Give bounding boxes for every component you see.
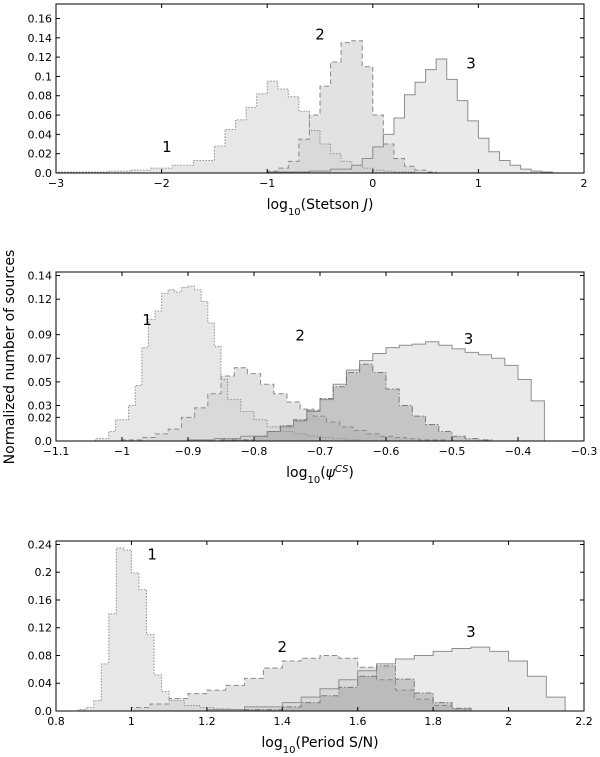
histogram-fill-3 <box>188 341 545 441</box>
panels: 123−3 −2 −1 0 1 20.00.020.040.060.080.10.120.… <box>28 3 598 756</box>
series-label-1: 1 <box>142 311 152 329</box>
x-tick-label: −0.6 <box>373 445 400 458</box>
y-tick-label: 0.08 <box>28 90 53 103</box>
x-tick-label: −0.4 <box>505 445 532 458</box>
x-tick-label: −3 <box>48 177 64 190</box>
x-tick-label: −1.1 <box>43 445 70 458</box>
y-tick-label: 0.04 <box>28 128 53 141</box>
x-tick-label: 2 <box>581 177 588 190</box>
y-tick-label: 0.12 <box>28 622 53 635</box>
panel-3: 1 2 3 0.8 1 1.2 1.4 1.6 1.8 2 2.2 0.0 0.04 0.08 0.12 0.… <box>28 538 593 755</box>
series-label-2: 2 <box>278 638 288 656</box>
histogram-fill-2 <box>131 655 471 711</box>
histogram-fill-1 <box>95 286 360 441</box>
x-axis-label: log10(Stetson J) <box>267 197 374 218</box>
x-tick-label: 0.8 <box>47 715 65 728</box>
y-tick-label: 0.16 <box>28 12 53 25</box>
x-tick-label: 1 <box>475 177 482 190</box>
x-tick-label: −2 <box>153 177 169 190</box>
histogram-outline-dashdot <box>244 665 472 711</box>
x-tick-label: −0.3 <box>571 445 598 458</box>
y-tick-label: 0.16 <box>28 594 53 607</box>
x-tick-label: 2.2 <box>575 715 593 728</box>
x-tick-label: −0.9 <box>175 445 202 458</box>
y-tick-label: 0.09 <box>28 329 53 342</box>
y-tick-label: 0.0 <box>35 167 53 180</box>
series-label-3: 3 <box>466 623 476 641</box>
y-tick-label: 0.02 <box>28 148 53 161</box>
histogram-fill-dashdot <box>221 364 492 441</box>
histogram-outline-3 <box>206 646 566 711</box>
x-tick-label: 1.8 <box>424 715 442 728</box>
histogram-fill-dashdot <box>244 665 471 711</box>
x-tick-label: 1.2 <box>198 715 216 728</box>
y-tick-label: 0.04 <box>28 677 53 690</box>
histogram-outline-1 <box>78 547 261 711</box>
y-tick-label: 0.05 <box>28 376 53 389</box>
x-tick-label: 2 <box>505 715 512 728</box>
y-tick-label: 0.2 <box>35 566 53 579</box>
histogram-outline-2 <box>266 40 447 174</box>
axes-frame <box>55 3 585 174</box>
x-tick-label: 1.4 <box>274 715 292 728</box>
histogram-outline-2 <box>121 367 459 442</box>
y-tick-label: 0.1 <box>35 70 53 83</box>
y-tick-label: 0.02 <box>28 411 53 424</box>
series-label-1: 1 <box>147 546 157 564</box>
y-tick-label: 0.14 <box>28 270 53 283</box>
x-tick-label: −0.8 <box>241 445 268 458</box>
y-tick-label: 0.12 <box>28 51 53 64</box>
series-label-2: 2 <box>295 327 305 345</box>
y-tick-label: 0.07 <box>28 352 53 365</box>
x-tick-label: 1 <box>128 715 135 728</box>
x-tick-label: −1 <box>259 177 275 190</box>
x-tick-label: −0.7 <box>307 445 334 458</box>
y-tick-label: 0.06 <box>28 109 53 122</box>
histogram-outline-3 <box>266 58 553 173</box>
y-tick-label: 0.24 <box>28 538 53 551</box>
y-axis-label: Normalized number of sources <box>2 250 18 465</box>
y-tick-label: 0.03 <box>28 400 53 413</box>
series-label-1: 1 <box>162 138 172 156</box>
y-tick-label: 0.0 <box>35 435 53 448</box>
x-tick-label: 0 <box>369 177 376 190</box>
histogram-fill-3 <box>267 59 553 173</box>
y-tick-label: 0.14 <box>28 32 53 45</box>
x-axis-label: log10(Period S/N) <box>261 735 378 756</box>
series-label-3: 3 <box>466 55 476 73</box>
y-tick-label: 0.0 <box>35 705 53 718</box>
x-axis-label: log10(ψCS) <box>286 464 354 486</box>
histogram-fill-1 <box>78 547 260 711</box>
histogram-outline-2 <box>130 654 472 711</box>
panel-2: 1 2 3 −1.1 −1 −0.9 −0.8 −0.7 −0.6 −0.5 −0.4 −0.3 0.0… <box>28 270 598 486</box>
axes-frame <box>55 540 585 712</box>
histogram-fill-3 <box>206 647 566 711</box>
series-label-2: 2 <box>315 26 325 44</box>
x-tick-label: −0.5 <box>439 445 466 458</box>
histogram-outline-dashdot <box>220 363 493 441</box>
series-label-3: 3 <box>464 330 474 348</box>
y-tick-label: 0.08 <box>28 649 53 662</box>
x-tick-label: 1.6 <box>349 715 367 728</box>
y-tick-label: 0.12 <box>28 293 53 306</box>
panel-1: 1 2 3 −3 −2 −1 0 1 2 0.0 0.02 0.04 0.06 0.08 0.1 0.12 0.… <box>28 3 588 218</box>
histogram-fill-1 <box>56 81 437 173</box>
x-tick-label: −1 <box>114 445 130 458</box>
